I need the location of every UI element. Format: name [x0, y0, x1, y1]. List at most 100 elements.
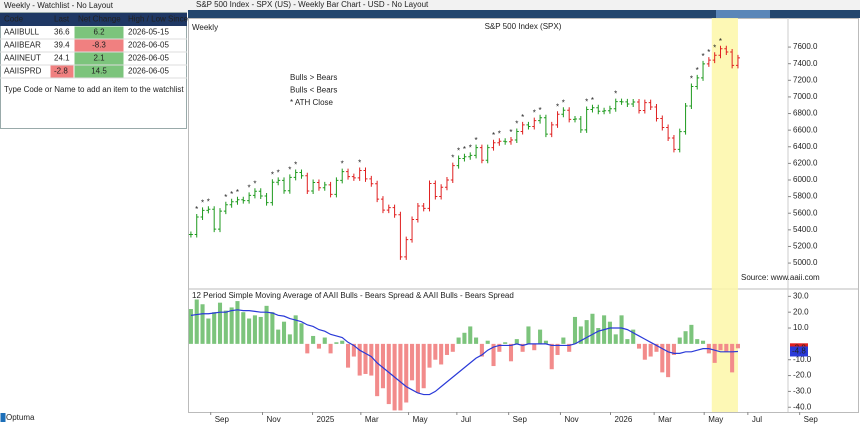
- price-bar: [718, 45, 723, 59]
- spread-bar: [526, 326, 531, 344]
- spread-bar: [433, 343, 438, 360]
- price-bar: [456, 155, 461, 169]
- price-bar: [683, 103, 688, 135]
- spread-bar: [683, 331, 688, 344]
- spread-bar: [270, 312, 275, 344]
- cell: 6.2: [93, 28, 105, 37]
- ath-marker: *: [195, 205, 198, 214]
- navigator-window: [716, 10, 770, 18]
- spread-bar: [497, 343, 502, 352]
- spread-bar: [386, 343, 391, 405]
- y-tick-label: 5400.0: [793, 225, 818, 234]
- logo: Optuma: [6, 413, 35, 422]
- navigator: [188, 10, 860, 18]
- spread-bar: [439, 343, 444, 365]
- price-bar: [677, 128, 682, 153]
- price-bar: [735, 54, 740, 69]
- sma-line: [190, 309, 738, 396]
- spread-bar: [689, 324, 694, 344]
- price-bar: [538, 114, 543, 124]
- price-bar: [654, 104, 659, 122]
- price-bar: [520, 121, 525, 135]
- x-tick-label: Mar: [365, 415, 379, 424]
- spread-bar: [217, 302, 223, 344]
- spread-bar: [322, 337, 327, 344]
- price-bar: [578, 116, 583, 133]
- price-bar: [543, 114, 548, 138]
- spread-bar: [607, 321, 612, 344]
- price-bar: [421, 203, 426, 212]
- price-bar: [497, 138, 502, 146]
- spread-bar: [252, 315, 257, 344]
- spread-bar: [340, 340, 345, 344]
- spread-bar: [316, 343, 321, 349]
- x-tick-label: Sep: [804, 415, 819, 424]
- ath-marker: *: [288, 165, 291, 174]
- price-bar: [637, 98, 642, 114]
- spread-bar: [206, 318, 211, 344]
- cell: 39.4: [54, 41, 70, 50]
- y-tick-label: 6000.0: [793, 175, 818, 184]
- chart-titlebar: [188, 0, 860, 10]
- y-tick-label: -10.0: [793, 355, 812, 364]
- spread-bar: [357, 343, 362, 376]
- spread-bar: [427, 343, 432, 368]
- spread-bar: [654, 343, 659, 352]
- ath-marker: *: [451, 154, 454, 163]
- ath-marker: *: [469, 144, 472, 153]
- period-label: Weekly: [192, 23, 218, 32]
- spread-bar: [479, 343, 484, 357]
- spread-bar: [311, 335, 316, 344]
- spread-bar: [485, 340, 490, 344]
- price-bar: [439, 184, 444, 200]
- price-bar: [584, 106, 589, 133]
- spread-bar: [636, 343, 642, 349]
- price-bar: [468, 152, 473, 160]
- price-bar: [380, 196, 385, 214]
- y-tick-label: 5000.0: [793, 258, 818, 267]
- y-tick-label: 7400.0: [793, 59, 818, 68]
- ath-marker: *: [230, 190, 233, 199]
- price-bar: [235, 196, 240, 205]
- x-tick-label: 2025: [317, 415, 335, 424]
- spread-bar: [695, 339, 700, 344]
- spread-bar: [287, 334, 292, 344]
- spread-bar: [363, 343, 368, 374]
- price-bar: [648, 99, 653, 111]
- ath-marker: *: [201, 199, 204, 208]
- spread-bar: [572, 316, 578, 344]
- y-tick-label: 20.0: [793, 307, 809, 316]
- y-tick-label: 7200.0: [793, 75, 818, 84]
- cell-bg: [74, 65, 124, 78]
- price-bar: [287, 174, 292, 194]
- ath-marker: *: [614, 90, 617, 99]
- ath-marker: *: [492, 131, 495, 140]
- price-bar: [508, 137, 513, 145]
- price-bar: [596, 104, 601, 115]
- ath-marker: *: [457, 147, 460, 156]
- y-tick-label: 6200.0: [793, 158, 818, 167]
- price-bar: [695, 74, 700, 90]
- column-header: Code: [4, 15, 24, 24]
- ath-marker: *: [701, 52, 704, 61]
- price-bar: [351, 173, 356, 181]
- price-bar: [607, 105, 612, 114]
- spread-bar: [718, 343, 723, 351]
- price-bar: [701, 60, 706, 81]
- ath-marker: *: [224, 193, 227, 202]
- price-bar: [724, 45, 729, 56]
- spread-bar: [351, 343, 356, 357]
- price-bar: [450, 162, 455, 183]
- price-bar: [340, 168, 345, 184]
- legend-entry: Bulls > Bears: [290, 73, 337, 82]
- spread-bar: [415, 343, 420, 393]
- cell: 14.5: [91, 67, 107, 76]
- spread-bar: [532, 343, 537, 351]
- spread-bar: [514, 339, 519, 344]
- price-bar: [427, 180, 432, 212]
- spread-bar: [223, 310, 228, 344]
- ath-marker: *: [533, 109, 536, 118]
- cell: 24.1: [54, 54, 70, 63]
- spread-bar: [700, 340, 706, 344]
